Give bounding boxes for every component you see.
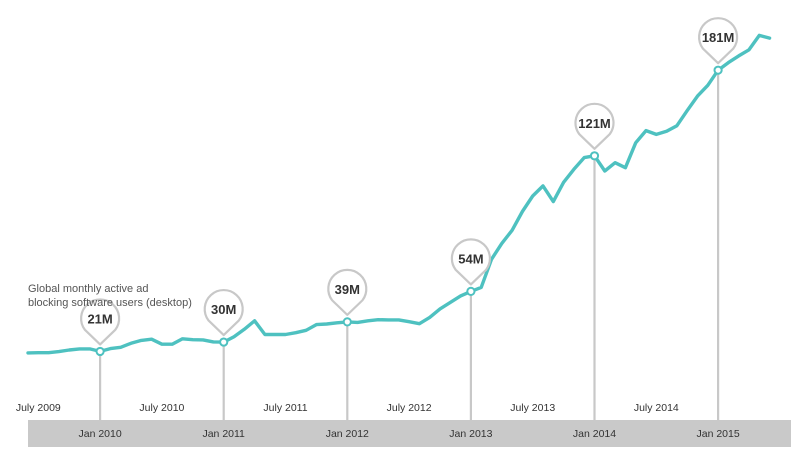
callout-value-label: 39M (335, 282, 360, 297)
x-tick-label-july: July 2010 (139, 402, 184, 414)
callout-bubble (327, 268, 368, 316)
data-point-marker (466, 286, 476, 296)
x-tick-label-jan: Jan 2013 (449, 428, 492, 440)
data-point-marker (95, 346, 105, 357)
data-point-marker (342, 317, 352, 327)
x-tick-label-july: July 2009 (16, 402, 61, 414)
callout-value-label: 181M (702, 30, 735, 45)
caption-line-1: Global monthly active ad (28, 283, 149, 295)
callout-bubble (450, 238, 491, 286)
chart-caption: Global monthly active ad blocking softwa… (28, 282, 228, 310)
data-point-marker (219, 337, 229, 347)
timeline-band (28, 420, 791, 447)
caption-line-2: blocking software users (desktop) (28, 297, 192, 309)
users-series-line (26, 33, 772, 355)
x-tick-label-jan: Jan 2011 (202, 428, 245, 440)
data-point-marker (713, 65, 723, 75)
callout-bubble (698, 17, 739, 65)
x-tick-label-july: July 2012 (387, 402, 432, 414)
callout-value-label: 54M (458, 251, 483, 266)
data-point-marker (589, 151, 600, 161)
x-tick-label-jan: Jan 2015 (696, 428, 739, 440)
x-tick-label-july: July 2014 (634, 402, 679, 414)
callout-bubble (574, 102, 615, 150)
callout-value-label: 21M (87, 311, 112, 326)
callout-value-label: 30M (211, 302, 236, 317)
x-tick-label-jan: Jan 2010 (78, 428, 121, 440)
callout-value-label: 121M (578, 116, 611, 131)
x-tick-label-july: July 2011 (263, 402, 307, 414)
callout-bubble (80, 298, 121, 346)
x-tick-label-jan: Jan 2012 (326, 428, 369, 440)
callout-bubble (203, 288, 244, 337)
x-tick-label-jan: Jan 2014 (573, 428, 616, 440)
x-tick-label-july: July 2013 (510, 402, 555, 414)
